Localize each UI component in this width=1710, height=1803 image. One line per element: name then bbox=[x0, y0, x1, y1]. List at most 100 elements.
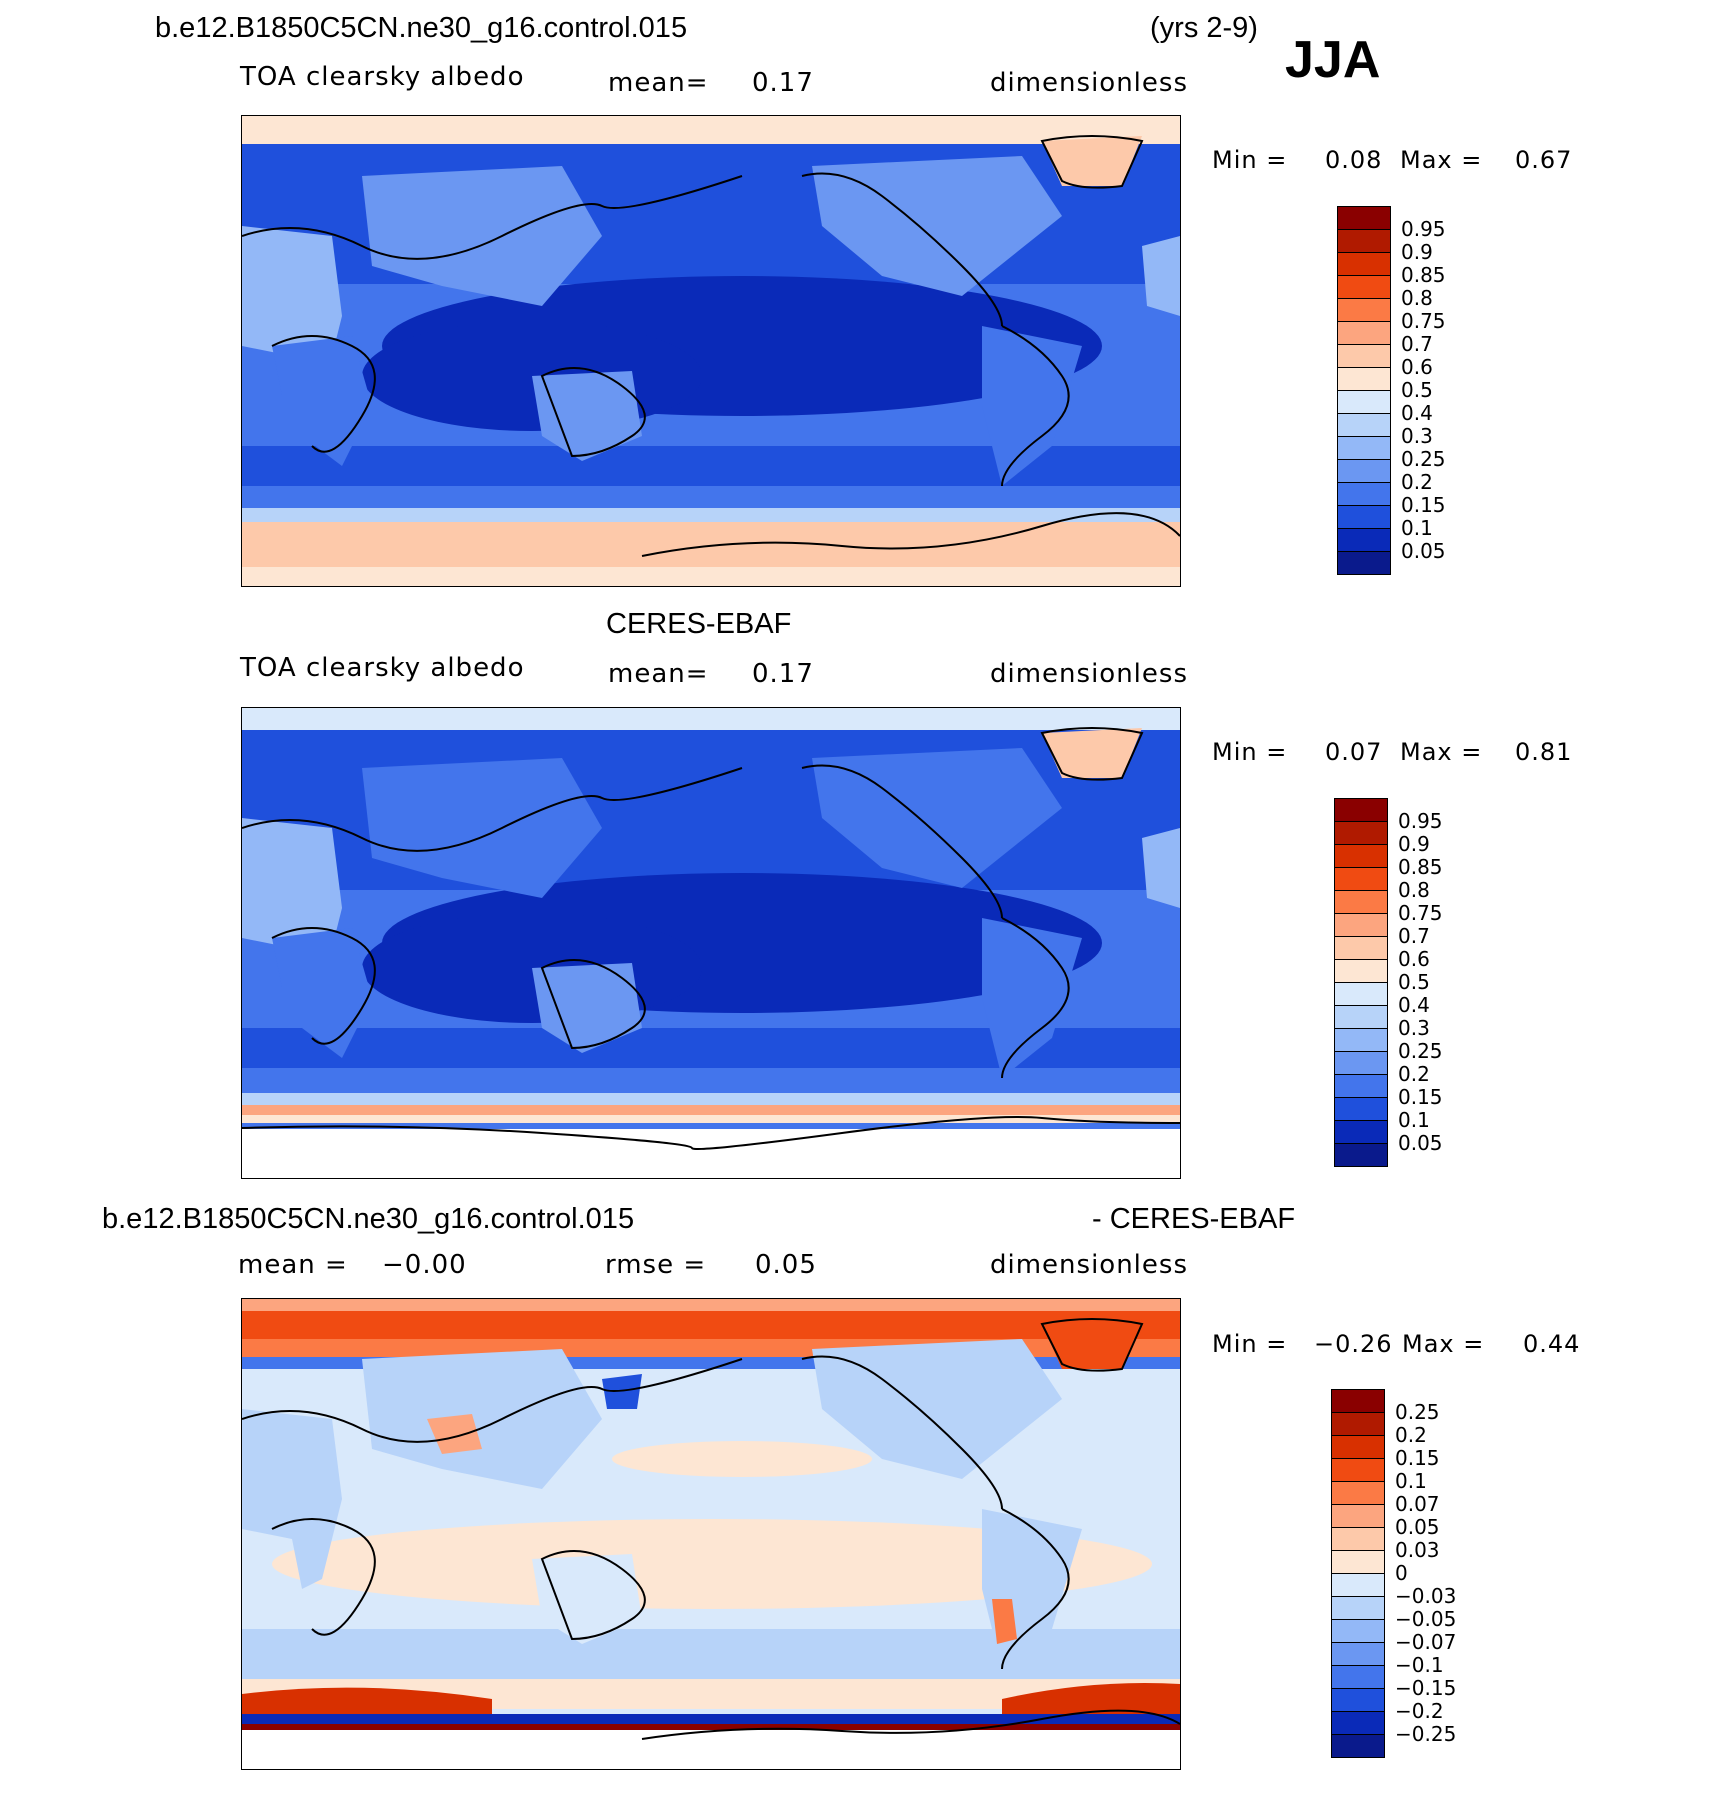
colorbar-swatch bbox=[1337, 298, 1391, 322]
colorbar-tick-label: 0.95 bbox=[1398, 809, 1443, 833]
colorbar-swatch bbox=[1331, 1619, 1385, 1643]
panel1-max-value: 0.67 bbox=[1515, 146, 1573, 174]
colorbar-tick-label: 0.05 bbox=[1398, 1131, 1443, 1155]
colorbar-tick-label: 0.15 bbox=[1398, 1085, 1443, 1109]
colorbar-tick-label: 0.9 bbox=[1398, 832, 1430, 856]
colorbar-tick-label: 0.1 bbox=[1395, 1469, 1427, 1493]
panel2-mean-value: 0.17 bbox=[752, 659, 814, 689]
panel3-max-value: 0.44 bbox=[1523, 1330, 1581, 1358]
case-name-title: b.e12.B1850C5CN.ne30_g16.control.015 bbox=[155, 12, 688, 44]
panel2-min-label: Min = bbox=[1212, 738, 1288, 766]
colorbar-swatch bbox=[1331, 1573, 1385, 1597]
panel1-units: dimensionless bbox=[990, 68, 1188, 98]
colorbar-swatch bbox=[1331, 1481, 1385, 1505]
colorbar-swatch bbox=[1337, 528, 1391, 552]
panel1-min-value: 0.08 bbox=[1325, 146, 1383, 174]
colorbar-tick-label: −0.25 bbox=[1395, 1722, 1457, 1746]
colorbar-swatch bbox=[1337, 252, 1391, 276]
panel3-min-value: −0.26 bbox=[1314, 1330, 1393, 1358]
colorbar-tick-label: 0.1 bbox=[1398, 1108, 1430, 1132]
panel1-max-label: Max = bbox=[1400, 146, 1483, 174]
colorbar-tick-label: 0.5 bbox=[1401, 378, 1433, 402]
colorbar-swatch bbox=[1337, 413, 1391, 437]
colorbar-tick-label: 0.8 bbox=[1401, 286, 1433, 310]
colorbar-tick-label: −0.2 bbox=[1395, 1699, 1444, 1723]
colorbar-swatch bbox=[1334, 1120, 1388, 1144]
colorbar-tick-label: −0.03 bbox=[1395, 1584, 1457, 1608]
colorbar-swatch bbox=[1334, 1028, 1388, 1052]
colorbar-swatch bbox=[1331, 1665, 1385, 1689]
colorbar-tick-label: 0.4 bbox=[1401, 401, 1433, 425]
colorbar-swatch bbox=[1331, 1504, 1385, 1528]
colorbar-swatch bbox=[1331, 1688, 1385, 1712]
colorbar-tick-label: 0.85 bbox=[1398, 855, 1443, 879]
colorbar-swatch bbox=[1334, 1005, 1388, 1029]
panel2-max-label: Max = bbox=[1400, 738, 1483, 766]
colorbar-tick-label: 0.25 bbox=[1395, 1400, 1440, 1424]
colorbar-tick-label: 0.05 bbox=[1395, 1515, 1440, 1539]
colorbar-tick-label: 0.7 bbox=[1398, 924, 1430, 948]
panel2-units: dimensionless bbox=[990, 659, 1188, 689]
colorbar-swatch bbox=[1334, 936, 1388, 960]
colorbar-swatch bbox=[1334, 1097, 1388, 1121]
colorbar-swatch bbox=[1331, 1435, 1385, 1459]
colorbar-swatch bbox=[1337, 344, 1391, 368]
colorbar-swatch bbox=[1337, 367, 1391, 391]
colorbar-swatch bbox=[1337, 482, 1391, 506]
panel3-title-right: - CERES-EBAF bbox=[1092, 1203, 1296, 1235]
colorbar-tick-label: 0.07 bbox=[1395, 1492, 1440, 1516]
colorbar-swatch bbox=[1334, 1051, 1388, 1075]
colorbar-tick-label: −0.05 bbox=[1395, 1607, 1457, 1631]
colorbar-tick-label: −0.1 bbox=[1395, 1653, 1444, 1677]
colorbar-swatch bbox=[1334, 982, 1388, 1006]
colorbar-swatch bbox=[1334, 959, 1388, 983]
panel1-model-map bbox=[241, 115, 1181, 587]
panel1-mean-label: mean= bbox=[608, 68, 709, 98]
colorbar-tick-label: 0.2 bbox=[1401, 470, 1433, 494]
colorbar-tick-label: −0.07 bbox=[1395, 1630, 1457, 1654]
panel2-variable: TOA clearsky albedo bbox=[240, 653, 525, 683]
colorbar-tick-label: 0.3 bbox=[1398, 1016, 1430, 1040]
colorbar-swatch bbox=[1334, 913, 1388, 937]
panel2-obs-map bbox=[241, 707, 1181, 1179]
panel2-max-value: 0.81 bbox=[1515, 738, 1573, 766]
colorbar-swatch bbox=[1334, 798, 1388, 822]
years-label: (yrs 2-9) bbox=[1150, 12, 1258, 44]
colorbar-swatch bbox=[1337, 436, 1391, 460]
colorbar-swatch bbox=[1331, 1734, 1385, 1758]
colorbar-swatch bbox=[1334, 821, 1388, 845]
panel3-difference-map bbox=[241, 1298, 1181, 1770]
colorbar-tick-label: 0.6 bbox=[1401, 355, 1433, 379]
colorbar-swatch bbox=[1337, 505, 1391, 529]
colorbar-tick-label: 0.15 bbox=[1401, 493, 1446, 517]
panel3-title-left: b.e12.B1850C5CN.ne30_g16.control.015 bbox=[102, 1203, 635, 1235]
colorbar-tick-label: 0.2 bbox=[1395, 1423, 1427, 1447]
colorbar-swatch bbox=[1331, 1550, 1385, 1574]
panel3-rmse-label: rmse = bbox=[605, 1250, 707, 1280]
panel3-mean-value: −0.00 bbox=[382, 1250, 467, 1280]
colorbar-swatch bbox=[1337, 321, 1391, 345]
season-label: JJA bbox=[1285, 31, 1381, 89]
colorbar-tick-label: 0 bbox=[1395, 1561, 1408, 1585]
panel2-mean-label: mean= bbox=[608, 659, 709, 689]
panel3-min-label: Min = bbox=[1212, 1330, 1288, 1358]
colorbar-tick-label: 0.15 bbox=[1395, 1446, 1440, 1470]
colorbar-swatch bbox=[1331, 1711, 1385, 1735]
colorbar-swatch bbox=[1331, 1389, 1385, 1413]
colorbar-tick-label: 0.9 bbox=[1401, 240, 1433, 264]
panel1-variable: TOA clearsky albedo bbox=[240, 62, 525, 92]
colorbar-swatch bbox=[1337, 551, 1391, 575]
colorbar-swatch bbox=[1331, 1596, 1385, 1620]
colorbar-swatch bbox=[1337, 459, 1391, 483]
panel3-max-label: Max = bbox=[1402, 1330, 1485, 1358]
colorbar-swatch bbox=[1331, 1527, 1385, 1551]
colorbar-tick-label: 0.75 bbox=[1398, 901, 1443, 925]
panel1-mean-value: 0.17 bbox=[752, 68, 814, 98]
colorbar-tick-label: 0.25 bbox=[1401, 447, 1446, 471]
panel3-units: dimensionless bbox=[990, 1250, 1188, 1280]
colorbar-tick-label: 0.05 bbox=[1401, 539, 1446, 563]
colorbar-tick-label: 0.6 bbox=[1398, 947, 1430, 971]
colorbar-tick-label: 0.1 bbox=[1401, 516, 1433, 540]
panel1-min-label: Min = bbox=[1212, 146, 1288, 174]
colorbar-tick-label: 0.5 bbox=[1398, 970, 1430, 994]
